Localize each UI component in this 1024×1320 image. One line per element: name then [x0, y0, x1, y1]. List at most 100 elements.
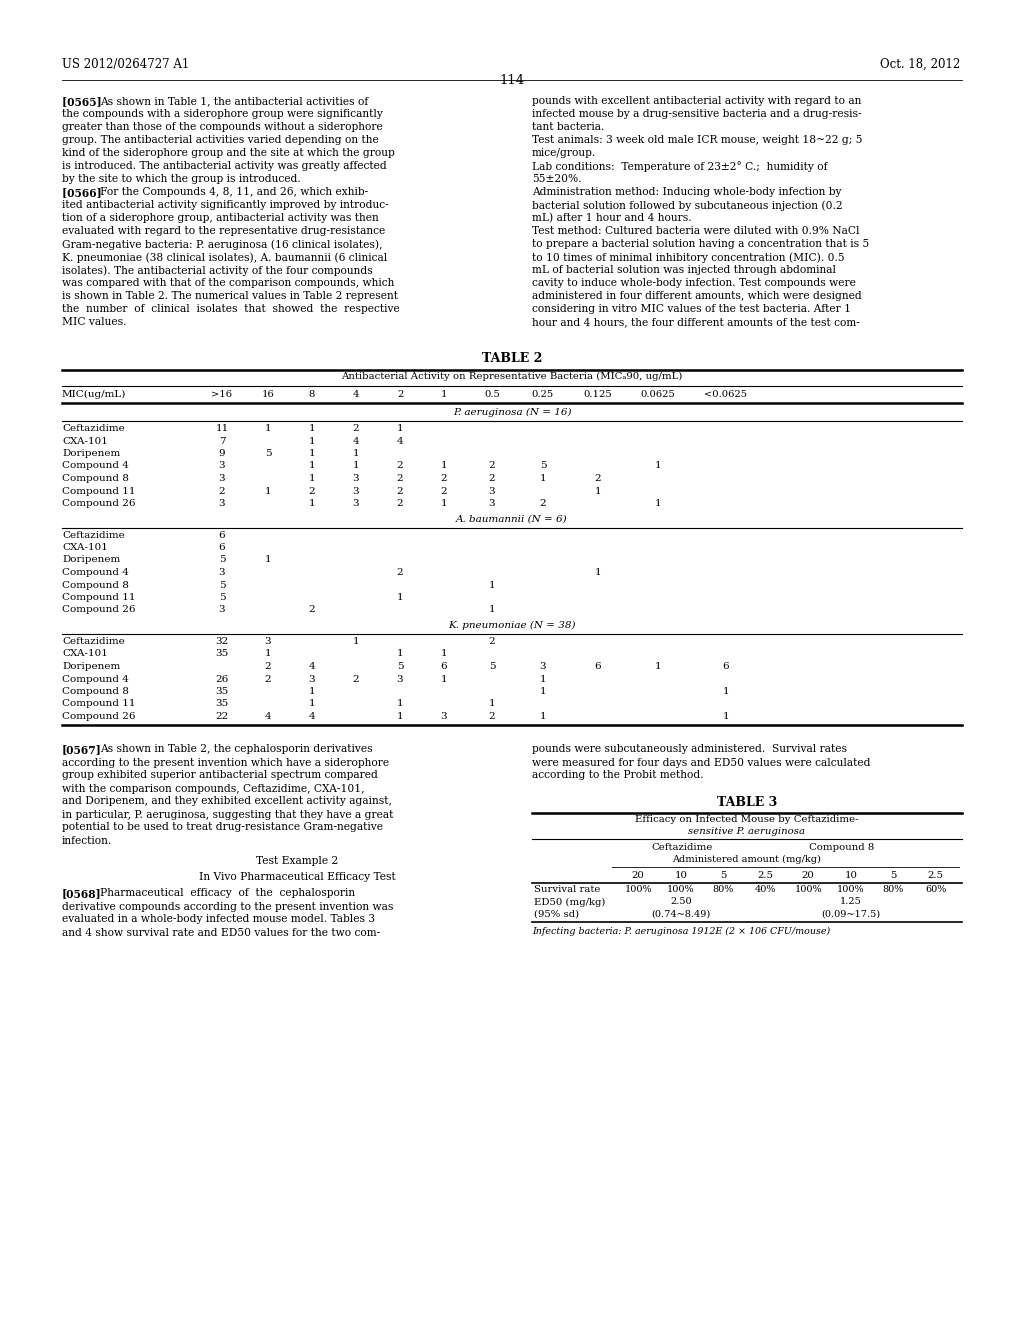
Text: 1: 1: [654, 663, 662, 671]
Text: Compound 4: Compound 4: [62, 462, 129, 470]
Text: Lab conditions:  Temperature of 23±2° C.;  humidity of: Lab conditions: Temperature of 23±2° C.;…: [532, 161, 827, 172]
Text: and 4 show survival rate and ED50 values for the two com-: and 4 show survival rate and ED50 values…: [62, 928, 380, 937]
Text: Compound 11: Compound 11: [62, 593, 135, 602]
Text: 22: 22: [215, 711, 228, 721]
Text: 114: 114: [500, 74, 524, 87]
Text: tion of a siderophore group, antibacterial activity was then: tion of a siderophore group, antibacteri…: [62, 213, 379, 223]
Text: 1: 1: [654, 462, 662, 470]
Text: 1: 1: [308, 437, 315, 446]
Text: 1: 1: [264, 424, 271, 433]
Text: 2: 2: [397, 389, 403, 399]
Text: 3: 3: [488, 499, 496, 508]
Text: isolates). The antibacterial activity of the four compounds: isolates). The antibacterial activity of…: [62, 265, 373, 276]
Text: 16: 16: [261, 389, 274, 399]
Text: 3: 3: [440, 711, 447, 721]
Text: 2: 2: [264, 675, 271, 684]
Text: [0567]: [0567]: [62, 744, 101, 755]
Text: tant bacteria.: tant bacteria.: [532, 121, 604, 132]
Text: Ceftazidime: Ceftazidime: [652, 842, 713, 851]
Text: 3: 3: [488, 487, 496, 495]
Text: Test Example 2: Test Example 2: [256, 857, 338, 866]
Text: 1: 1: [396, 649, 403, 659]
Text: 4: 4: [308, 663, 315, 671]
Text: Ceftazidime: Ceftazidime: [62, 424, 125, 433]
Text: 1: 1: [595, 487, 601, 495]
Text: 5: 5: [219, 556, 225, 565]
Text: 2: 2: [396, 487, 403, 495]
Text: Survival rate: Survival rate: [534, 886, 600, 895]
Text: 5: 5: [396, 663, 403, 671]
Text: [0566]: [0566]: [62, 187, 105, 198]
Text: 1: 1: [440, 462, 447, 470]
Text: to 10 times of minimal inhibitory concentration (MIC). 0.5: to 10 times of minimal inhibitory concen…: [532, 252, 845, 263]
Text: 1: 1: [723, 711, 729, 721]
Text: 2: 2: [488, 638, 496, 645]
Text: Compound 4: Compound 4: [62, 675, 129, 684]
Text: CXA-101: CXA-101: [62, 649, 108, 659]
Text: K. pneumoniae (N = 38): K. pneumoniae (N = 38): [449, 620, 575, 630]
Text: and Doripenem, and they exhibited excellent activity against,: and Doripenem, and they exhibited excell…: [62, 796, 392, 807]
Text: Compound 26: Compound 26: [62, 711, 135, 721]
Text: 2: 2: [488, 711, 496, 721]
Text: 3: 3: [308, 675, 315, 684]
Text: hour and 4 hours, the four different amounts of the test com-: hour and 4 hours, the four different amo…: [532, 317, 860, 327]
Text: Test animals: 3 week old male ICR mouse, weight 18~22 g; 5: Test animals: 3 week old male ICR mouse,…: [532, 135, 862, 145]
Text: 0.125: 0.125: [584, 389, 612, 399]
Text: 100%: 100%: [667, 886, 694, 895]
Text: 20: 20: [802, 870, 815, 879]
Text: 1: 1: [440, 499, 447, 508]
Text: 35: 35: [215, 686, 228, 696]
Text: 2: 2: [396, 568, 403, 577]
Text: Test method: Cultured bacteria were diluted with 0.9% NaCl: Test method: Cultured bacteria were dilu…: [532, 226, 859, 236]
Text: according to the present invention which have a siderophore: according to the present invention which…: [62, 758, 389, 767]
Text: 5: 5: [540, 462, 547, 470]
Text: 5: 5: [720, 870, 726, 879]
Text: 1: 1: [352, 638, 359, 645]
Text: 2: 2: [440, 487, 447, 495]
Text: 4: 4: [264, 711, 271, 721]
Text: 10: 10: [845, 870, 857, 879]
Text: administered in four different amounts, which were designed: administered in four different amounts, …: [532, 290, 862, 301]
Text: evaluated with regard to the representative drug-resistance: evaluated with regard to the representat…: [62, 226, 385, 236]
Text: was compared with that of the comparison compounds, which: was compared with that of the comparison…: [62, 279, 394, 288]
Text: 100%: 100%: [625, 886, 652, 895]
Text: Antibacterial Activity on Representative Bacteria (MICₐ90, ug/mL): Antibacterial Activity on Representative…: [341, 372, 683, 381]
Text: 4: 4: [352, 437, 359, 446]
Text: Compound 4: Compound 4: [62, 568, 129, 577]
Text: 1: 1: [540, 675, 547, 684]
Text: 2: 2: [219, 487, 225, 495]
Text: 100%: 100%: [795, 886, 822, 895]
Text: 3: 3: [352, 499, 359, 508]
Text: 2: 2: [308, 606, 315, 615]
Text: (0.09~17.5): (0.09~17.5): [821, 909, 881, 919]
Text: bacterial solution followed by subcutaneous injection (0.2: bacterial solution followed by subcutane…: [532, 201, 843, 211]
Text: 1: 1: [440, 649, 447, 659]
Text: 4: 4: [396, 437, 403, 446]
Text: 2: 2: [352, 675, 359, 684]
Text: 1: 1: [308, 462, 315, 470]
Text: For the Compounds 4, 8, 11, and 26, which exhib-: For the Compounds 4, 8, 11, and 26, whic…: [100, 187, 369, 197]
Text: mL of bacterial solution was injected through abdominal: mL of bacterial solution was injected th…: [532, 265, 836, 275]
Text: K. pneumoniae (38 clinical isolates), A. baumannii (6 clinical: K. pneumoniae (38 clinical isolates), A.…: [62, 252, 387, 263]
Text: A. baumannii (N = 6): A. baumannii (N = 6): [456, 515, 568, 524]
Text: to prepare a bacterial solution having a concentration that is 5: to prepare a bacterial solution having a…: [532, 239, 869, 249]
Text: 1: 1: [308, 424, 315, 433]
Text: 20: 20: [632, 870, 645, 879]
Text: TABLE 3: TABLE 3: [717, 796, 777, 808]
Text: Compound 11: Compound 11: [62, 487, 135, 495]
Text: the  number  of  clinical  isolates  that  showed  the  respective: the number of clinical isolates that sho…: [62, 304, 399, 314]
Text: Efficacy on Infected Mouse by Ceftazidime-: Efficacy on Infected Mouse by Ceftazidim…: [635, 814, 859, 824]
Text: 6: 6: [440, 663, 447, 671]
Text: Compound 8: Compound 8: [62, 686, 129, 696]
Text: 2: 2: [308, 487, 315, 495]
Text: 9: 9: [219, 449, 225, 458]
Text: group. The antibacterial activities varied depending on the: group. The antibacterial activities vari…: [62, 135, 379, 145]
Text: 3: 3: [396, 675, 403, 684]
Text: (0.74~8.49): (0.74~8.49): [651, 909, 711, 919]
Text: 0.25: 0.25: [531, 389, 554, 399]
Text: 2: 2: [440, 474, 447, 483]
Text: in particular, P. aeruginosa, suggesting that they have a great: in particular, P. aeruginosa, suggesting…: [62, 809, 393, 820]
Text: 1: 1: [654, 499, 662, 508]
Text: 2.5: 2.5: [928, 870, 944, 879]
Text: 40%: 40%: [755, 886, 776, 895]
